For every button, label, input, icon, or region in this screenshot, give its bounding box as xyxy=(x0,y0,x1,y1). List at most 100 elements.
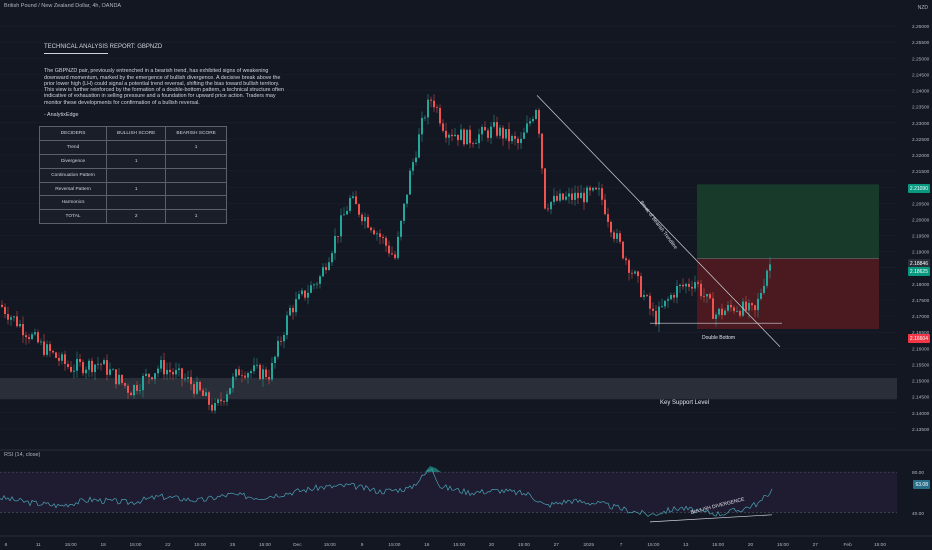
candle-body xyxy=(97,363,99,365)
candle-body xyxy=(634,271,636,274)
time-tick-label: 20 xyxy=(748,542,754,548)
candle-body xyxy=(115,369,117,385)
candle-body xyxy=(337,236,339,237)
candle-body xyxy=(172,372,174,375)
candle-body xyxy=(349,198,351,211)
price-tick-label: 2.15000 xyxy=(912,379,930,385)
header-deciders: DECIDERS xyxy=(38,126,108,141)
candle-body xyxy=(526,123,528,133)
candle-body xyxy=(322,267,324,277)
candle-body xyxy=(637,271,639,277)
candle-body xyxy=(391,253,393,255)
price-tick-label: 2.19500 xyxy=(912,234,930,240)
price-tick-label: 2.21500 xyxy=(912,169,930,175)
candle-body xyxy=(148,373,150,378)
candle-body xyxy=(319,276,321,284)
price-tick-label: 2.17500 xyxy=(912,298,930,304)
candle-body xyxy=(19,323,21,327)
candle-body xyxy=(562,193,564,200)
candle-body xyxy=(466,129,468,145)
candle-body xyxy=(73,370,75,372)
candle-body xyxy=(460,129,462,141)
support-zone xyxy=(0,377,897,400)
candle-body xyxy=(262,369,264,380)
time-tick-label: 16 xyxy=(424,542,430,548)
table-cell: 1 xyxy=(165,139,227,155)
candle-body xyxy=(334,236,336,254)
candle-body xyxy=(154,373,156,380)
candle-body xyxy=(655,310,657,325)
candle-body xyxy=(646,295,648,296)
score-table-header: DECIDERS BULLISH SCORE BEARISH SCORE xyxy=(38,126,227,141)
candle-body xyxy=(670,295,672,300)
candle-body xyxy=(160,360,162,369)
candle-body xyxy=(607,214,609,222)
candle-body xyxy=(46,344,48,355)
divergence-line xyxy=(649,514,773,523)
rsi-band xyxy=(0,472,897,513)
price-axis[interactable]: 2.26000 2.25500 2.25000 2.24500 2.24000 2.235… xyxy=(912,24,930,517)
candle-body xyxy=(457,134,459,141)
candle-body xyxy=(604,199,606,215)
candle-body xyxy=(256,364,258,366)
candle-body xyxy=(286,315,288,336)
time-tick-label: 13 xyxy=(683,542,689,548)
candle-body xyxy=(169,369,171,373)
candle-body xyxy=(127,385,129,393)
candle-body xyxy=(583,192,585,203)
candle-body xyxy=(313,284,315,286)
candle-body xyxy=(514,135,516,139)
candle-body xyxy=(274,356,276,363)
candle-body xyxy=(241,375,243,377)
target-price-tag: 2.21090 xyxy=(907,184,930,193)
candle-body xyxy=(343,214,345,216)
candle-body xyxy=(547,208,549,210)
candle-body xyxy=(757,298,759,311)
candle-body xyxy=(130,392,132,396)
candle-body xyxy=(58,357,60,361)
candle-body xyxy=(259,364,261,380)
table-cell: TOTAL xyxy=(38,209,108,225)
candle-body xyxy=(205,392,207,396)
candle-body xyxy=(667,299,669,301)
candle-body xyxy=(397,236,399,259)
candle-body xyxy=(691,286,693,289)
candle-body xyxy=(490,126,492,138)
candle-body xyxy=(367,216,369,228)
header-bullish: BULLISH SCORE xyxy=(106,126,167,141)
candle-body xyxy=(340,215,342,237)
table-cell: Divergence xyxy=(38,153,108,169)
time-tick-label: 15:00 xyxy=(453,542,465,548)
candle-body xyxy=(40,341,42,343)
candle-body xyxy=(505,129,507,139)
candle-body xyxy=(229,388,231,395)
candle-body xyxy=(16,316,18,327)
candle-body xyxy=(433,100,435,108)
candle-body xyxy=(235,369,237,377)
candle-body xyxy=(163,360,165,375)
candle-body xyxy=(91,360,93,373)
candle-body xyxy=(763,285,765,293)
candle-body xyxy=(469,129,471,144)
time-tick-label: 18 xyxy=(100,542,106,548)
candle-body xyxy=(250,371,252,374)
candle-body xyxy=(208,392,210,405)
price-tick-label: 2.15500 xyxy=(912,362,930,368)
time-tick-label: 15:00 xyxy=(647,542,659,548)
candle-body xyxy=(445,130,447,138)
time-axis[interactable]: 6 11 15:00 18 15:00 22 15:00 25 15:00 Dec 15:00 9 15… xyxy=(0,535,932,548)
price-tick-label: 2.16000 xyxy=(912,346,930,352)
time-tick-label: 27 xyxy=(813,542,819,548)
candle-body xyxy=(553,195,555,202)
candle-body xyxy=(295,299,297,313)
candle-body xyxy=(532,118,534,122)
candle-body xyxy=(700,283,702,297)
price-tick-label: 2.24000 xyxy=(912,89,930,95)
candle-body xyxy=(724,310,726,316)
candle-body xyxy=(151,377,153,380)
candle-body xyxy=(358,204,360,215)
candle-body xyxy=(511,135,513,142)
candle-body xyxy=(244,375,246,378)
time-tick-label: 15:00 xyxy=(712,542,724,548)
